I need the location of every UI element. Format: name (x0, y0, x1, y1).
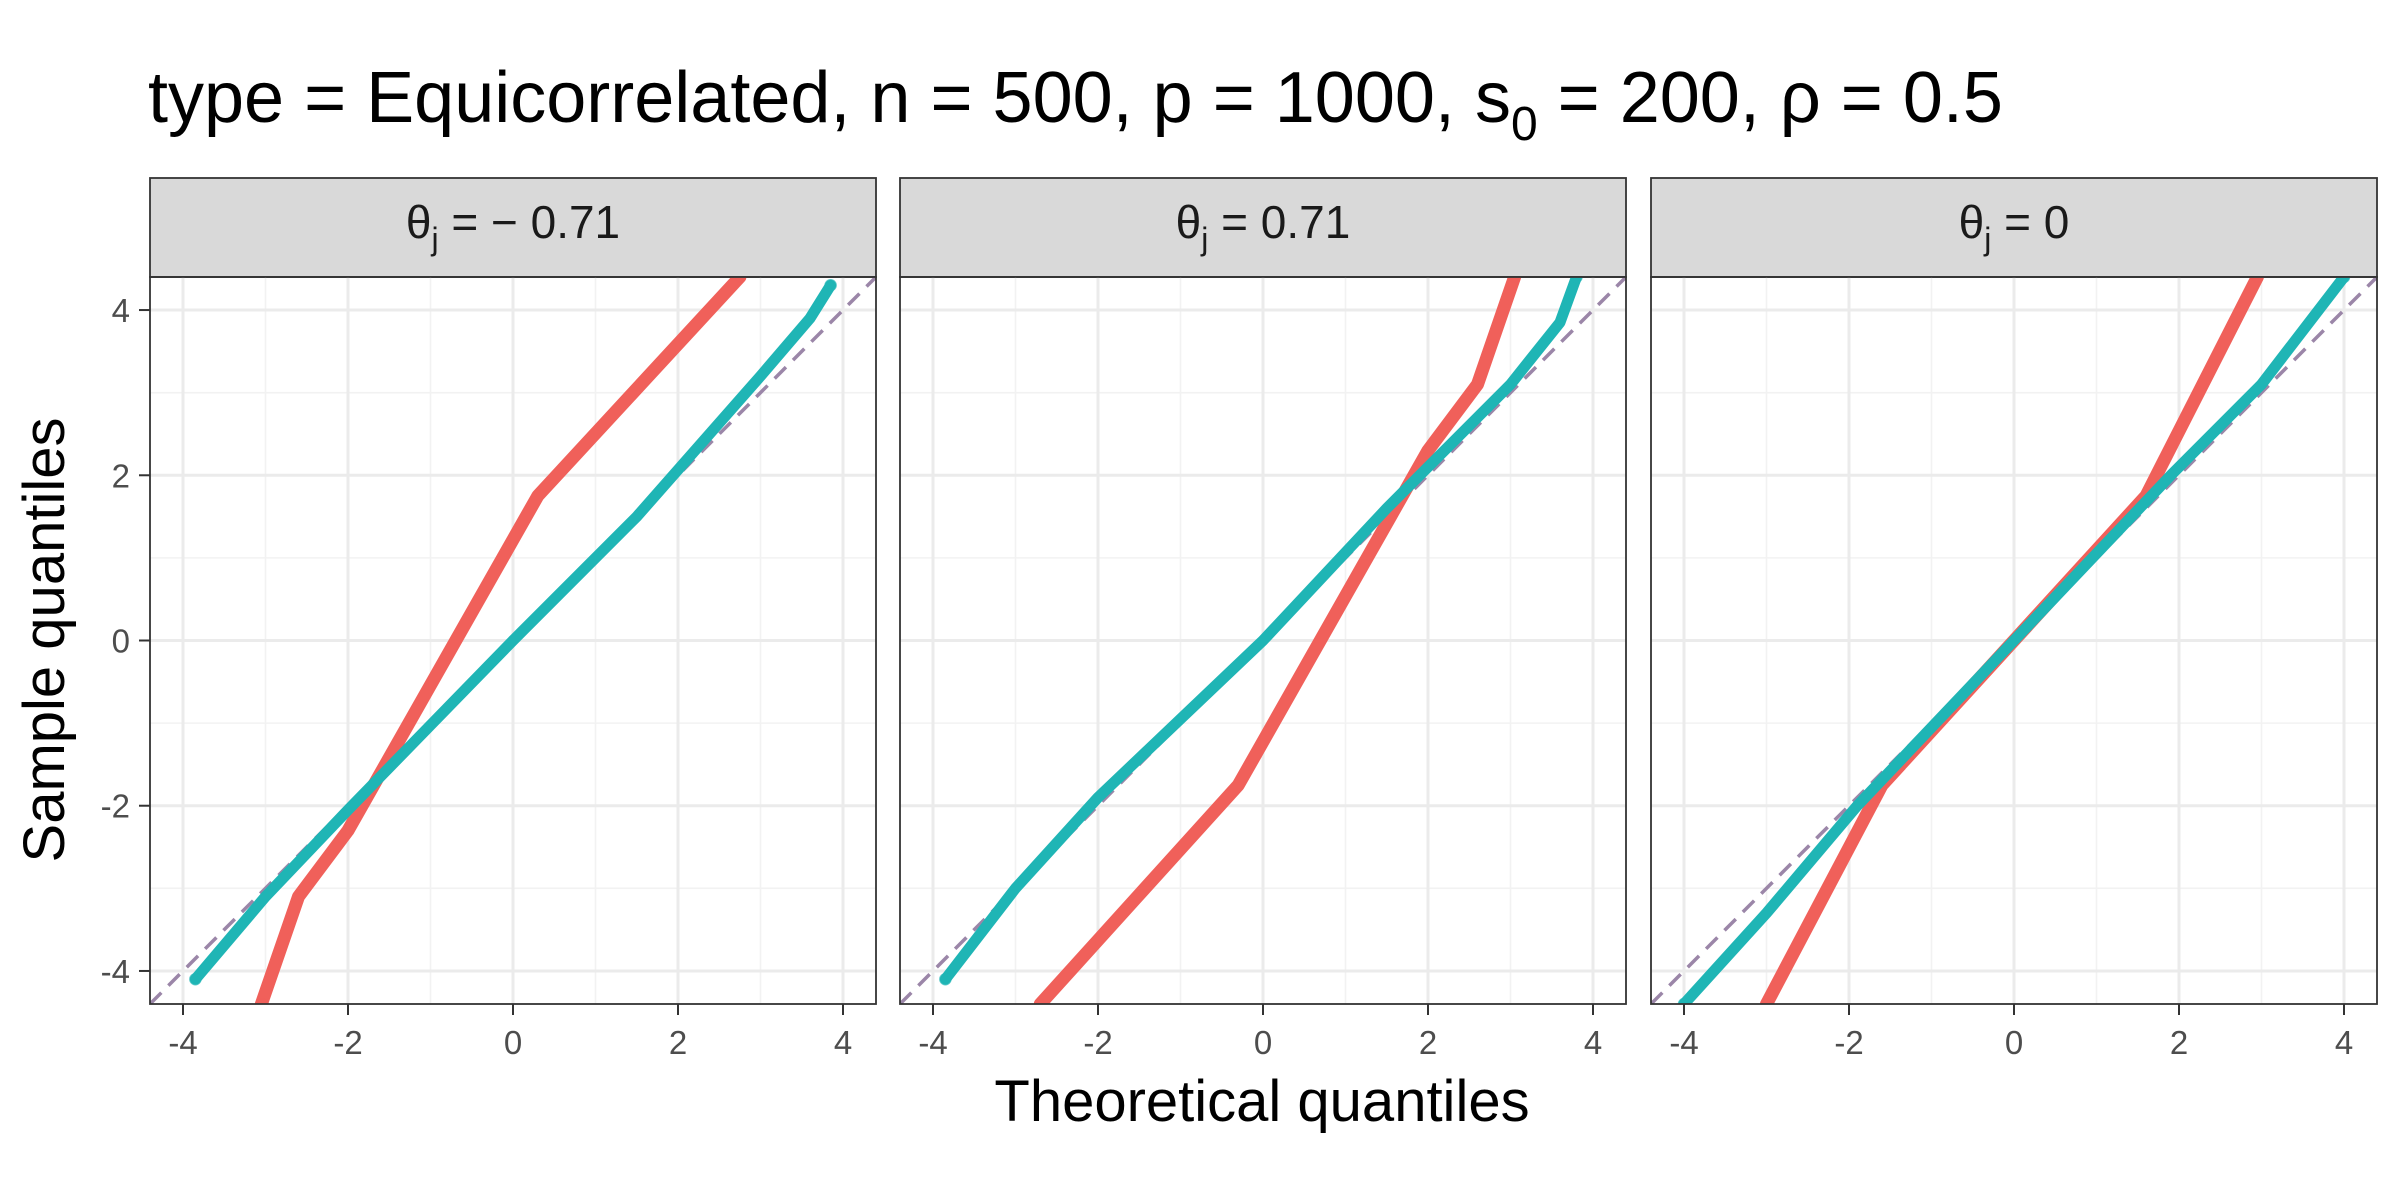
qq-series-1 (254, 277, 747, 1004)
strip-subscript: j (1200, 221, 1208, 257)
qq-point (1508, 277, 1521, 284)
qq-series-2 (1678, 277, 2350, 1004)
plot-area-3 (1651, 277, 2377, 1004)
x-tick-label: -2 (333, 1024, 362, 1061)
facet-strip-label-3: θj = 0 (1959, 196, 2070, 257)
facet-panel-2: θj = 0.71 -4 -2 0 2 4 (899, 177, 1627, 1061)
qq-point (824, 279, 837, 292)
grid-3 (1651, 277, 2377, 1004)
chart-title-suffix: = 200, ρ = 0.5 (1538, 58, 2003, 138)
plot-area-2 (900, 277, 1626, 1004)
qq-point (189, 972, 202, 986)
x-tick-label: 2 (2170, 1024, 2188, 1061)
chart-title-subscript: 0 (1511, 98, 1538, 151)
strip-greek: θ (1176, 196, 1202, 248)
qq-point (1677, 997, 1691, 1004)
y-tick-label: -4 (101, 953, 130, 990)
y-tick-label: 4 (112, 292, 130, 329)
x-tick-label: 0 (504, 1024, 522, 1061)
qq-point (255, 997, 268, 1004)
chart-title: type = Equicorrelated, n = 500, p = 1000… (148, 58, 2003, 151)
y-tick-label: 2 (112, 457, 130, 494)
qq-point (733, 277, 747, 284)
strip-greek: θ (1959, 196, 1985, 248)
x-tick-label: 2 (1419, 1024, 1437, 1061)
x-tick-label: 4 (834, 1024, 852, 1061)
strip-value: = 0 (1991, 196, 2069, 248)
x-tick-label: 2 (669, 1024, 687, 1061)
x-tick-label: -4 (1669, 1024, 1698, 1061)
qq-series-2 (189, 279, 837, 985)
strip-subscript: j (430, 221, 438, 257)
strip-value: = − 0.71 (439, 196, 621, 248)
facet-panel-3: θj = 0 -4 -2 0 2 4 (1650, 177, 2378, 1061)
qq-series-2 (939, 277, 1582, 985)
strip-greek: θ (406, 196, 432, 248)
y-axis-title: Sample quantiles (12, 418, 77, 863)
qq-series-1 (1033, 277, 1522, 1004)
plot-area-1 (150, 277, 876, 1004)
facet-strip-1 (149, 177, 877, 278)
x-tick-label: -2 (1834, 1024, 1863, 1061)
facet-strip-label-2: θj = 0.71 (1176, 196, 1351, 257)
x-tick-label: -2 (1083, 1024, 1112, 1061)
x-tick-label: 0 (1254, 1024, 1272, 1061)
qq-point (1760, 997, 1773, 1004)
reference-line (1651, 277, 2377, 1004)
x-axis-title: Theoretical quantiles (994, 1069, 1529, 1134)
chart-title-prefix: type = Equicorrelated, n = 500, p = 1000… (148, 58, 1511, 138)
facet-strip-3 (1650, 177, 2378, 278)
facet-panel-1: θj = − 0.71 -4 -2 0 2 4 -4 -2 0 2 4 (101, 177, 877, 1061)
strip-subscript: j (1983, 221, 1991, 257)
qq-point (2337, 277, 2351, 284)
y-tick-label: -2 (101, 788, 130, 825)
x-tick-label: 4 (1584, 1024, 1602, 1061)
y-tick-label: 0 (112, 623, 130, 660)
x-tick-label: -4 (168, 1024, 197, 1061)
reference-line (150, 277, 876, 1004)
strip-value: = 0.71 (1208, 196, 1350, 248)
qq-point (2251, 277, 2264, 284)
x-tick-label: 0 (2005, 1024, 2023, 1061)
facet-strip-label-1: θj = − 0.71 (406, 196, 620, 257)
x-tick-label: -4 (918, 1024, 947, 1061)
qq-point (1570, 277, 1583, 284)
qq-point (1034, 997, 1047, 1004)
x-tick-label: 4 (2335, 1024, 2353, 1061)
qq-point (939, 972, 952, 986)
facet-strip-2 (899, 177, 1627, 278)
